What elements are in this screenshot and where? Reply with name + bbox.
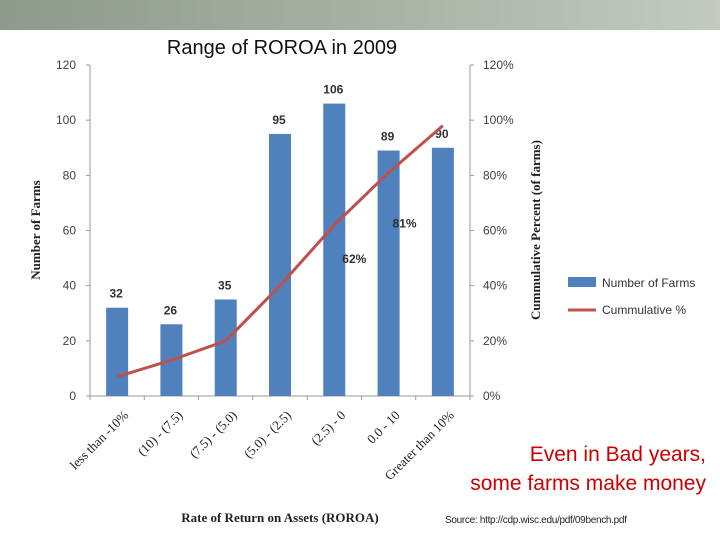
y-tick-label-right: 80% [483, 168, 507, 182]
bar [323, 103, 346, 396]
y-axis-title-left: Number of Farms [28, 180, 43, 279]
y-tick-label-right: 0% [483, 389, 501, 403]
x-category-label: (2.5) - 0 [308, 408, 348, 448]
x-category-label: 0.0 - 10 [364, 408, 403, 447]
x-category-label: (7.5) - (5.0) [186, 408, 239, 461]
bar-value-label: 32 [109, 287, 123, 301]
bar-value-label: 106 [323, 83, 343, 97]
x-category-label: less than -10% [67, 407, 132, 472]
y-tick-label-left: 120 [56, 58, 76, 72]
y-axis-title-right: Cummulative Percent (of farms) [528, 140, 543, 320]
source-note: Source: http://cdp.wisc.edu/pdf/09bench.… [445, 515, 627, 526]
line-value-label: 62% [342, 252, 366, 266]
y-tick-label-left: 0 [69, 389, 76, 403]
callout-line-2: some farms make money [470, 472, 706, 495]
callout-line-1: Even in Bad years, [529, 443, 706, 466]
y-tick-label-right: 120% [483, 58, 514, 72]
y-tick-label-left: 80 [63, 168, 77, 182]
legend-swatch-bars [568, 277, 596, 287]
bar [431, 147, 454, 396]
cumulative-line [116, 124, 444, 379]
legend-label-line: Cummulative % [602, 303, 686, 317]
bar-value-label: 89 [381, 130, 395, 144]
bar-value-label: 95 [272, 113, 286, 127]
x-category-label: (10) - (7.5) [134, 408, 185, 459]
y-tick-label-right: 40% [483, 279, 507, 293]
callout-text: Even in Bad years, some farms make money [470, 440, 706, 498]
slide-header-bar [0, 0, 720, 30]
x-axis-title: Rate of Return on Assets (ROROA) [181, 510, 379, 525]
bar-value-label: 26 [164, 303, 178, 317]
legend-label-bars: Number of Farms [602, 276, 695, 290]
y-tick-label-right: 60% [483, 224, 507, 238]
bar [106, 307, 129, 396]
bar [269, 133, 291, 397]
x-category-label: (5.0) - (2.5) [241, 408, 294, 461]
bar-value-label: 35 [218, 278, 232, 292]
y-tick-label-left: 100 [56, 113, 76, 127]
y-tick-label-right: 100% [483, 113, 514, 127]
chart-title: Range of ROROA in 2009 [167, 37, 397, 59]
bar [214, 299, 237, 396]
line-value-label: 81% [393, 217, 417, 231]
y-tick-label-left: 20 [63, 334, 77, 348]
bar [377, 150, 400, 396]
y-tick-label-left: 40 [63, 279, 77, 293]
y-tick-label-left: 60 [63, 224, 77, 238]
y-tick-label-right: 20% [483, 334, 507, 348]
